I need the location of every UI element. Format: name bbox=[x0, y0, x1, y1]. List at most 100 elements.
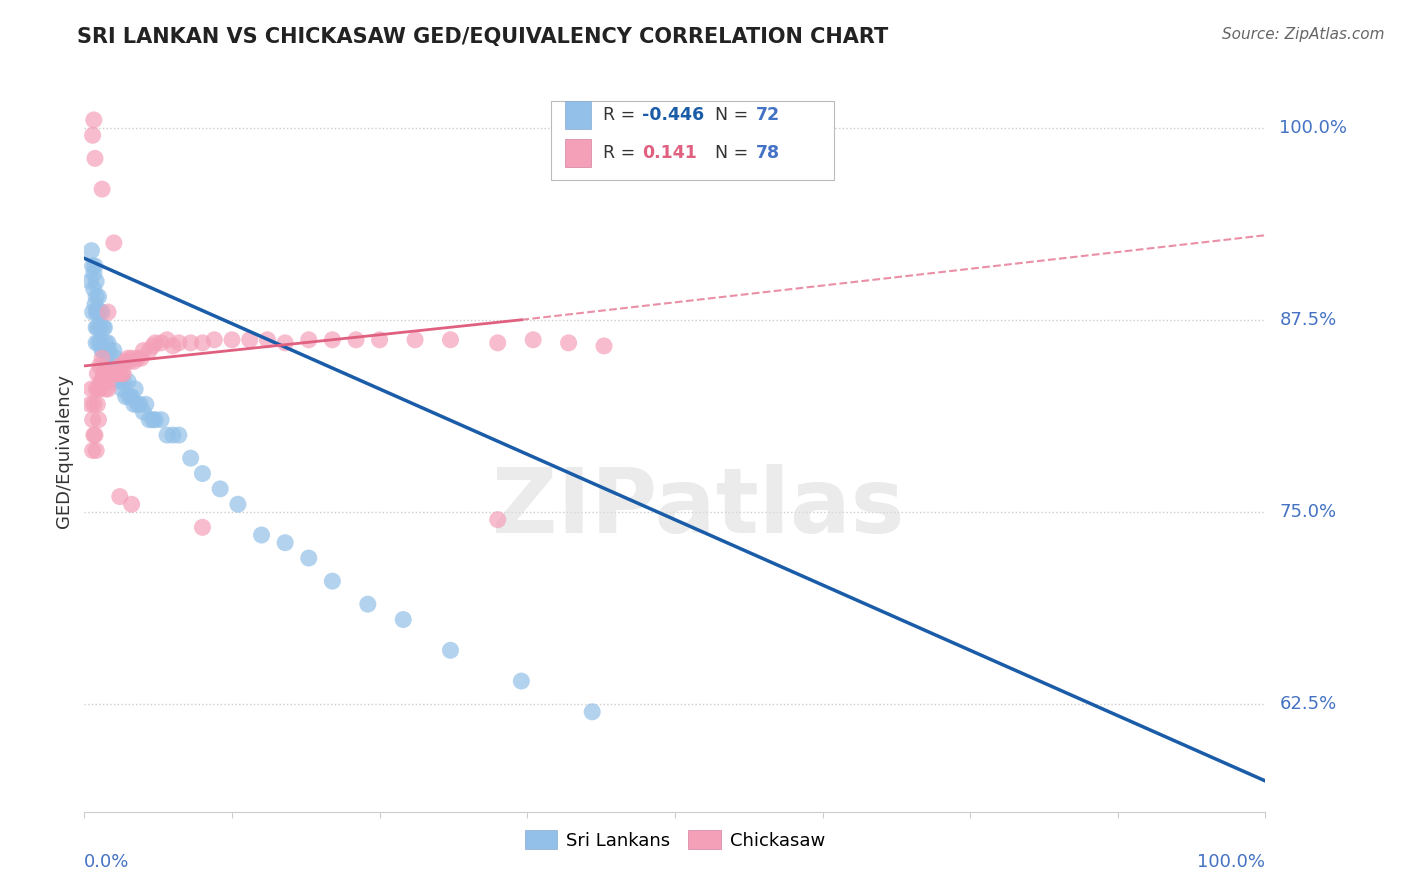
Point bbox=[82, 443, 104, 458]
Point bbox=[89, 320, 111, 334]
Point bbox=[96, 343, 118, 358]
Point bbox=[124, 382, 146, 396]
Point bbox=[167, 428, 190, 442]
Point bbox=[94, 359, 117, 373]
Point bbox=[121, 497, 143, 511]
Point bbox=[83, 267, 105, 281]
Point bbox=[79, 397, 101, 411]
Point bbox=[132, 343, 155, 358]
Point bbox=[84, 320, 107, 334]
Point bbox=[180, 335, 202, 350]
Point bbox=[486, 335, 509, 350]
Point bbox=[98, 367, 121, 381]
FancyBboxPatch shape bbox=[565, 139, 591, 167]
Point bbox=[111, 382, 134, 396]
Point bbox=[100, 367, 122, 381]
Point bbox=[112, 374, 135, 388]
Point bbox=[91, 182, 114, 196]
Point bbox=[84, 305, 107, 319]
Point bbox=[392, 613, 415, 627]
Point bbox=[107, 359, 129, 373]
Point bbox=[104, 351, 127, 366]
Point bbox=[105, 367, 128, 381]
Text: SRI LANKAN VS CHICKASAW GED/EQUIVALENCY CORRELATION CHART: SRI LANKAN VS CHICKASAW GED/EQUIVALENCY … bbox=[77, 27, 889, 46]
Point bbox=[94, 367, 117, 381]
Point bbox=[138, 343, 160, 358]
Point bbox=[103, 235, 125, 250]
Point bbox=[84, 428, 107, 442]
Point bbox=[108, 367, 131, 381]
Point bbox=[91, 374, 114, 388]
Text: -0.446: -0.446 bbox=[641, 106, 704, 124]
Point bbox=[84, 335, 107, 350]
Point bbox=[522, 333, 544, 347]
Point bbox=[84, 297, 107, 311]
Point bbox=[82, 259, 104, 273]
Point bbox=[103, 367, 125, 381]
Point bbox=[135, 397, 157, 411]
Point bbox=[98, 367, 121, 381]
Point bbox=[108, 367, 131, 381]
Point bbox=[91, 320, 114, 334]
Point bbox=[82, 305, 104, 319]
Text: ZIPatlas: ZIPatlas bbox=[492, 464, 904, 552]
Point bbox=[94, 335, 117, 350]
Point bbox=[121, 390, 143, 404]
Point bbox=[132, 405, 155, 419]
Text: R =: R = bbox=[603, 106, 641, 124]
Point bbox=[142, 339, 165, 353]
Text: 100.0%: 100.0% bbox=[1198, 854, 1265, 871]
Point bbox=[82, 413, 104, 427]
Point bbox=[439, 643, 461, 657]
Text: 75.0%: 75.0% bbox=[1279, 503, 1337, 521]
Point bbox=[118, 354, 141, 368]
Point bbox=[79, 274, 101, 288]
Point bbox=[202, 333, 225, 347]
Point bbox=[84, 274, 107, 288]
Point bbox=[274, 535, 297, 549]
Point bbox=[101, 367, 124, 381]
Point bbox=[439, 333, 461, 347]
Point bbox=[84, 259, 107, 273]
Point bbox=[91, 343, 114, 358]
Point bbox=[87, 413, 110, 427]
Point bbox=[91, 343, 114, 358]
Point bbox=[97, 374, 120, 388]
Point bbox=[83, 112, 105, 127]
Text: 0.141: 0.141 bbox=[641, 144, 697, 161]
Point bbox=[84, 382, 107, 396]
Point bbox=[87, 335, 110, 350]
Point bbox=[156, 333, 179, 347]
Point bbox=[404, 333, 426, 347]
Point bbox=[162, 339, 184, 353]
Point bbox=[112, 367, 135, 381]
Point bbox=[103, 343, 125, 358]
Point bbox=[114, 354, 136, 368]
Point bbox=[118, 390, 141, 404]
Point bbox=[143, 335, 166, 350]
Text: N =: N = bbox=[716, 144, 754, 161]
Point bbox=[368, 333, 391, 347]
Text: 72: 72 bbox=[756, 106, 780, 124]
Point bbox=[298, 551, 321, 566]
Point bbox=[114, 390, 136, 404]
Point bbox=[129, 351, 152, 366]
Point bbox=[94, 382, 117, 396]
Point bbox=[89, 382, 111, 396]
Point bbox=[250, 528, 273, 542]
Point bbox=[191, 335, 214, 350]
Text: 62.5%: 62.5% bbox=[1279, 695, 1337, 713]
Point bbox=[138, 413, 160, 427]
Point bbox=[321, 574, 343, 588]
Point bbox=[90, 374, 112, 388]
Point bbox=[581, 705, 603, 719]
Point bbox=[108, 374, 131, 388]
Point bbox=[593, 339, 616, 353]
Point bbox=[162, 428, 184, 442]
Text: 78: 78 bbox=[756, 144, 780, 161]
Point bbox=[91, 351, 114, 366]
Point bbox=[167, 335, 190, 350]
Point bbox=[97, 367, 120, 381]
Point bbox=[122, 397, 145, 411]
Point bbox=[80, 244, 103, 258]
